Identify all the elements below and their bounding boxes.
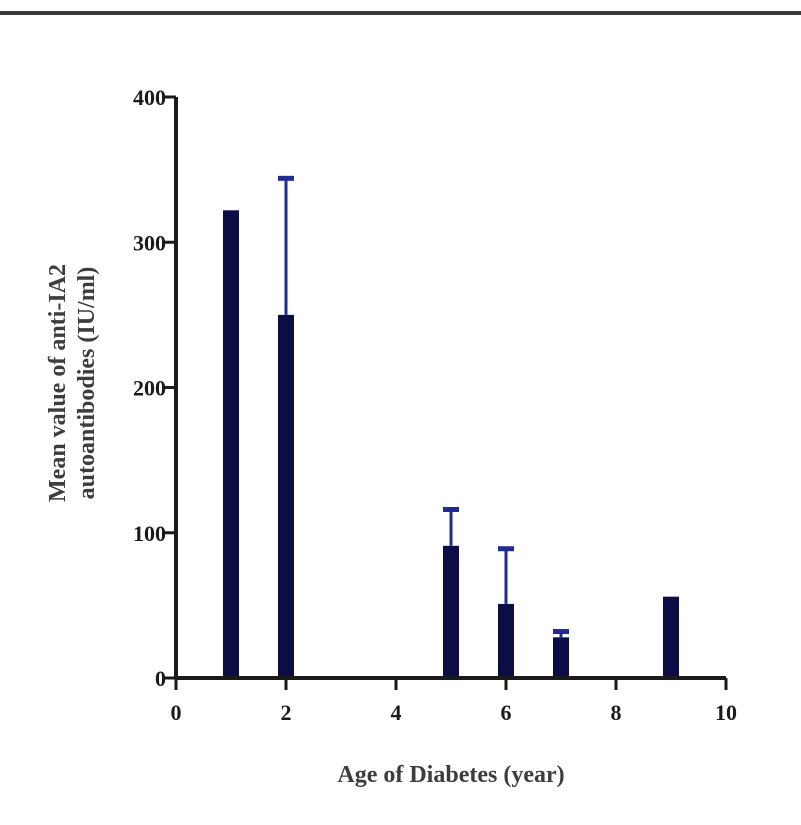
x-tick-label-3: 6 [501, 700, 512, 725]
x-tick-label-0: 0 [171, 700, 182, 725]
y-tick-label-3: 300 [133, 230, 166, 255]
bar-5 [663, 596, 679, 678]
top-border-line [0, 11, 801, 15]
y-axis-title-line-1: Mean value of anti-IA2 [45, 264, 71, 502]
x-tick-label-2: 4 [391, 700, 402, 725]
bar-4 [553, 637, 569, 678]
y-tick-label-1: 100 [133, 521, 166, 546]
x-tick-label-1: 2 [281, 700, 292, 725]
bars-layer [223, 210, 679, 679]
bar-1 [278, 314, 294, 678]
y-tick-label-2: 200 [133, 376, 166, 401]
y-tick-label-0: 0 [155, 666, 166, 691]
x-axis-title: Age of Diabetes (year) [337, 762, 564, 788]
bar-2 [443, 545, 459, 678]
y-tick-label-4: 400 [133, 85, 166, 110]
y-axis-title: Mean value of anti-IA2 autoantibodies (I… [45, 264, 100, 502]
x-tick-label-4: 8 [611, 700, 622, 725]
error-bars-layer [278, 175, 569, 638]
bar-0 [223, 210, 239, 679]
bar-3 [498, 603, 514, 678]
x-tick-label-5: 10 [715, 700, 737, 725]
y-axis-title-line-2: autoantibodies (IU/ml) [74, 267, 100, 500]
